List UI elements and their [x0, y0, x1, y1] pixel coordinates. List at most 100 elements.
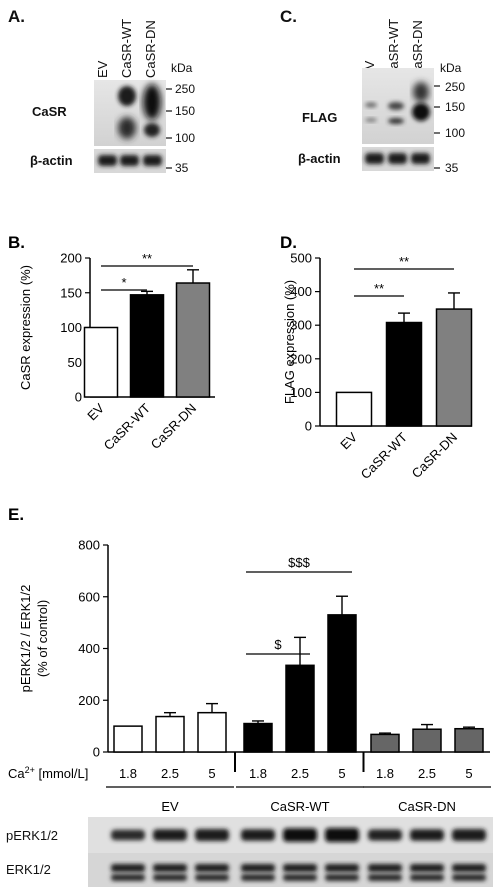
erk-band	[153, 874, 187, 881]
marker-100: 100	[175, 131, 195, 145]
lane-label-casr-dn: CaSR-DN	[143, 20, 158, 78]
y-tick-label: 400	[290, 284, 312, 299]
loading-label: β-actin	[298, 151, 341, 166]
bar-casr-wt-2.5	[285, 664, 315, 753]
blot-band	[413, 82, 429, 102]
x-tick-label: CaSR-DN	[409, 430, 460, 481]
x-tick-label: EV	[337, 429, 360, 452]
marker-250: 250	[445, 80, 465, 94]
erk-bands	[111, 864, 486, 881]
panel-letter: D.	[280, 233, 297, 252]
erk-band	[153, 864, 187, 872]
blot-band	[388, 153, 407, 164]
blot-band	[365, 153, 384, 164]
x-tick-label: CaSR-WT	[101, 400, 154, 453]
x-tick-label: 2.5	[418, 766, 436, 781]
lane-label-casr-wt: CaSR-WT	[386, 19, 401, 78]
marker-250: 250	[175, 82, 195, 96]
x-tick-label: 1.8	[376, 766, 394, 781]
bar-casr-dn	[175, 282, 211, 398]
erk-label: ERK1/2	[6, 862, 51, 877]
y-tick-label: 200	[78, 693, 100, 708]
bar-casr-wt-5	[327, 614, 357, 753]
significance-mark: **	[399, 254, 409, 269]
lane-label-casr-dn: CaSR-DN	[410, 20, 425, 78]
panel-letter: E.	[8, 505, 24, 524]
y-tick-label: 200	[290, 351, 312, 366]
y-axis-label-line2: (% of control)	[35, 600, 50, 677]
y-tick-label: 300	[290, 318, 312, 333]
x-tick-label: CaSR-WT	[358, 429, 411, 482]
x-tick-label: EV	[84, 400, 107, 423]
erk-band	[283, 864, 317, 872]
perk-band	[452, 829, 486, 841]
erk-band	[241, 874, 275, 881]
erk-band	[452, 874, 486, 881]
marker-35: 35	[445, 161, 459, 175]
blot-band	[143, 155, 162, 166]
y-tick-label: 600	[78, 589, 100, 604]
panel-letter: B.	[8, 233, 25, 252]
y-tick-label: 0	[305, 419, 312, 434]
blot-band	[365, 102, 377, 108]
x-tick-label: 5	[208, 766, 215, 781]
kda-title: kDa	[440, 61, 462, 75]
marker-150: 150	[445, 100, 465, 114]
panel-e-blots: pERK1/2 ERK1/2	[6, 817, 493, 887]
blot-band	[388, 118, 404, 124]
perk-band	[410, 829, 444, 841]
erk-band	[111, 874, 145, 881]
y-tick-label: 0	[75, 390, 82, 405]
erk-band	[325, 864, 359, 872]
perk-band	[283, 828, 317, 842]
blot-band	[144, 123, 160, 137]
bar-casr-dn-1.8	[370, 733, 400, 753]
chart-e: E. 0 200 400 600 800 pERK1/2 / ERK1/2 (% of con…	[8, 505, 491, 814]
y-tick-label: 500	[290, 251, 312, 266]
bar-ev-1.8	[113, 725, 143, 753]
erk-band	[368, 874, 402, 881]
bar-casr-wt	[129, 294, 165, 398]
erk-band	[410, 874, 444, 881]
protein-label: FLAG	[302, 110, 337, 125]
x-tick-label: CaSR-DN	[148, 401, 199, 452]
perk-label: pERK1/2	[6, 828, 58, 843]
blot-band	[411, 153, 430, 164]
erk-band	[452, 864, 486, 872]
perk-band	[241, 829, 275, 841]
erk-band	[283, 874, 317, 881]
erk-band	[241, 864, 275, 872]
panel-c: C. EV CaSR-WT CaSR-DN kDa 250 150 100 FL…	[280, 7, 465, 175]
panel-c-letter: C.	[280, 7, 297, 26]
y-axis-label: FLAG expression (%)	[282, 280, 297, 404]
erk-band	[195, 864, 229, 872]
erk-band	[325, 874, 359, 881]
perk-bands	[111, 828, 486, 842]
bar-casr-wt	[385, 321, 423, 427]
y-axis-label-line1: pERK1/2 / ERK1/2	[18, 585, 33, 693]
blot-band	[120, 155, 139, 166]
bar-ev-5	[197, 711, 227, 753]
y-tick-label: 0	[93, 745, 100, 760]
erk-band	[195, 874, 229, 881]
ca-label: Ca2+ [mmol/L]	[8, 765, 88, 781]
y-tick-label: 150	[60, 285, 82, 300]
significance-mark: **	[142, 251, 152, 266]
perk-band	[111, 829, 145, 841]
group-label: CaSR-WT	[270, 799, 329, 814]
perk-band	[153, 829, 187, 841]
panel-a-letter: A.	[8, 7, 25, 26]
blot-band	[118, 117, 136, 139]
y-tick-label: 800	[78, 538, 100, 553]
bar-ev-2.5	[155, 715, 185, 753]
group-label: CaSR-DN	[398, 799, 456, 814]
group-label: EV	[161, 799, 179, 814]
erk-band	[368, 864, 402, 872]
x-tick-label: 5	[338, 766, 345, 781]
blot-band	[118, 86, 136, 106]
bar-casr-dn-5	[454, 727, 484, 753]
perk-band	[195, 829, 229, 841]
significance-mark: **	[374, 281, 384, 296]
erk-band	[111, 864, 145, 872]
